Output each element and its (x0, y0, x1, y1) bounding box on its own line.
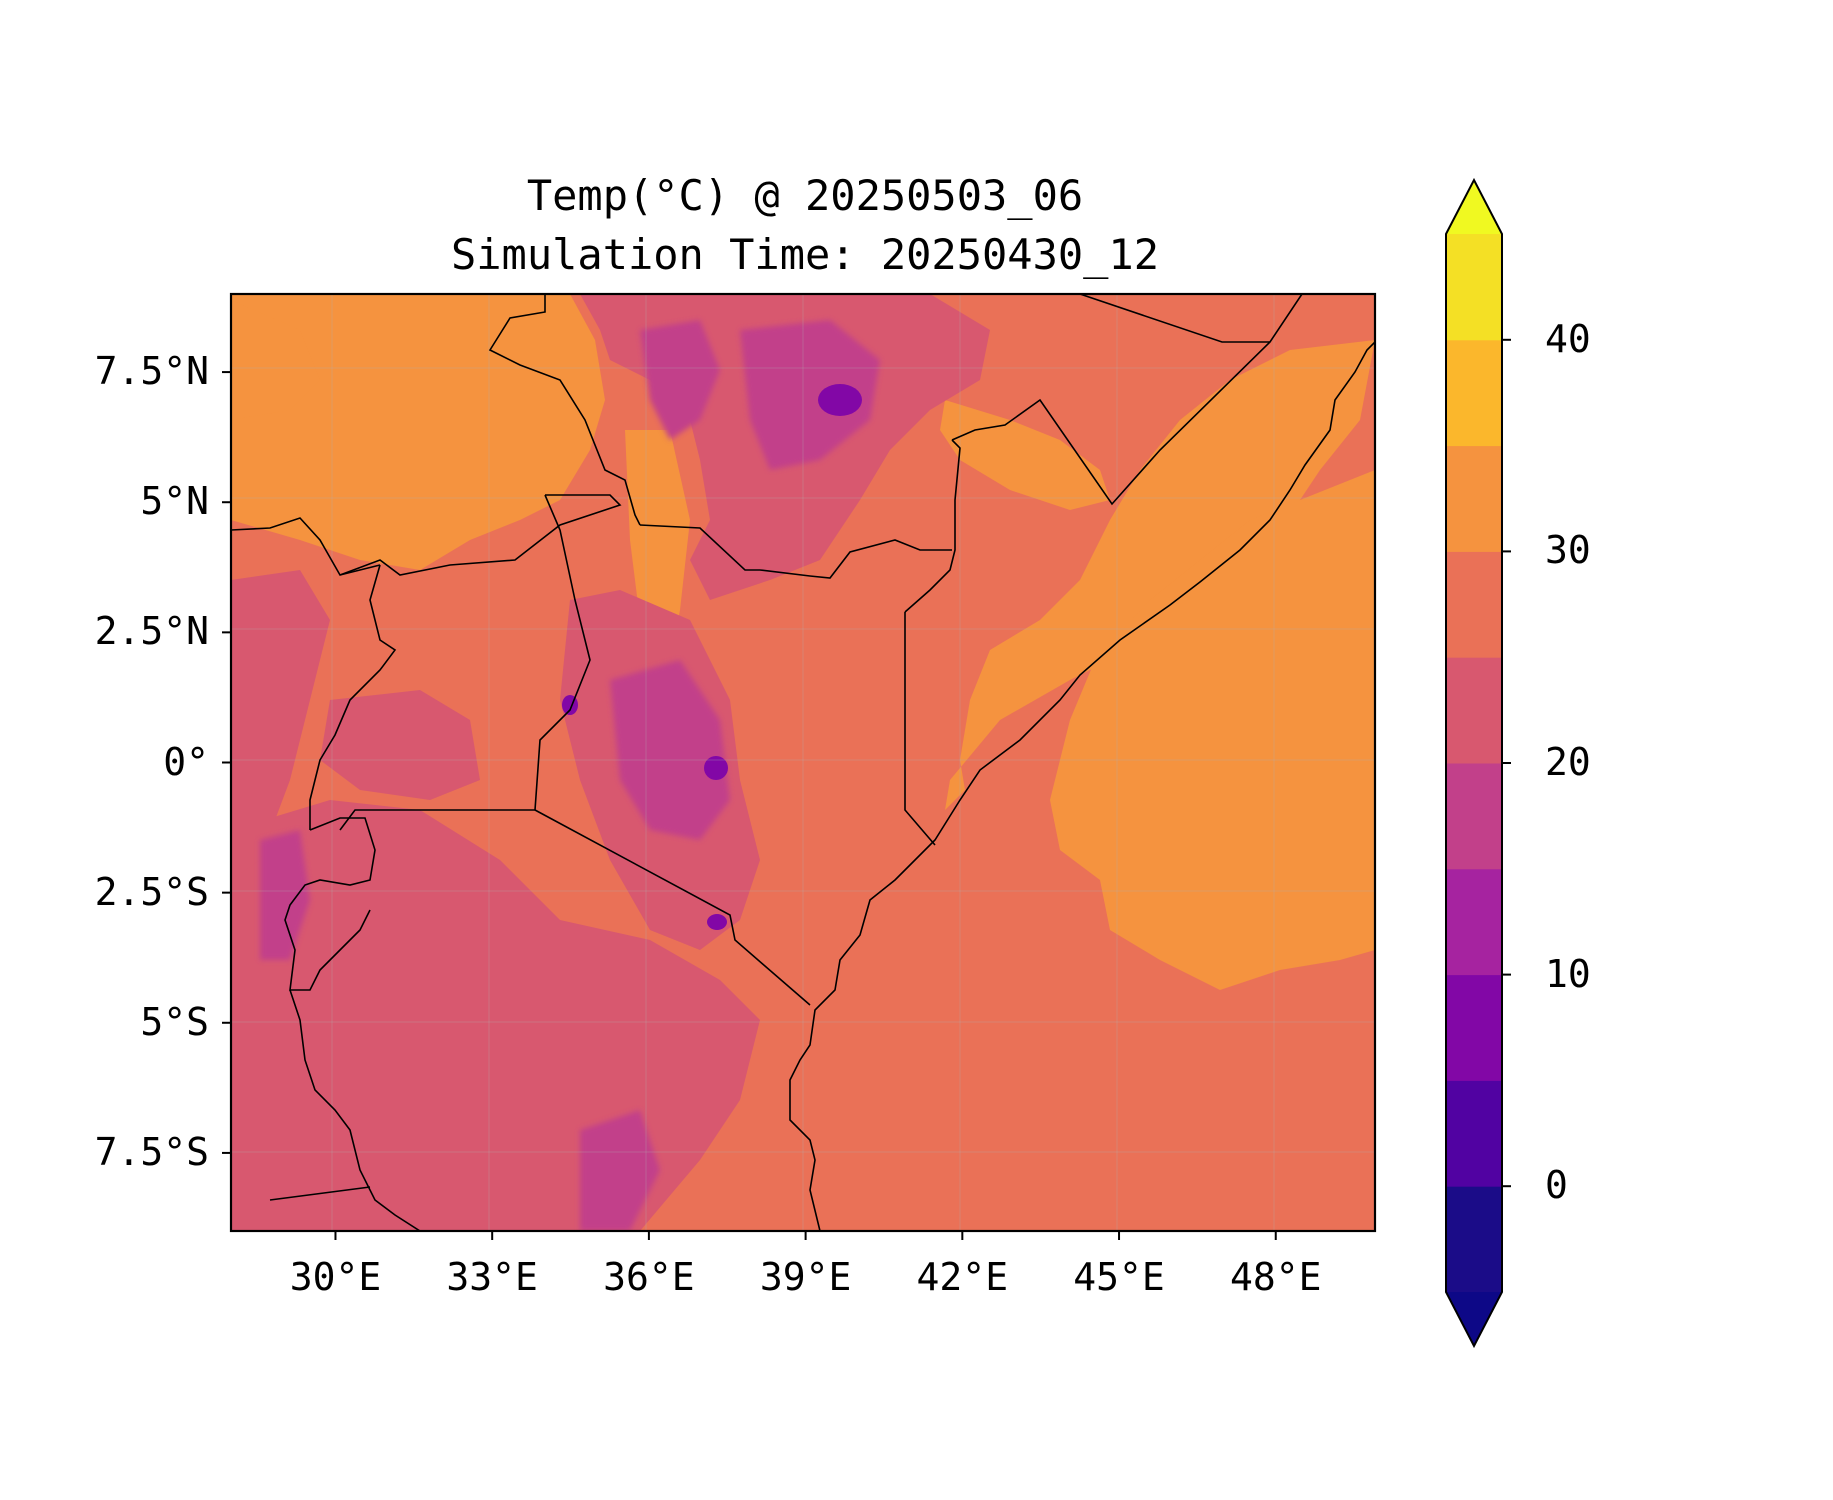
cold-region-tanzania-south (580, 1110, 660, 1231)
warm-region-indian-ocean (1050, 470, 1375, 990)
border-ethiopia-somaliland (1079, 294, 1270, 343)
cold-region-lake-region (260, 830, 310, 960)
x-tick-label: 33°E (446, 1255, 538, 1299)
border-ethiopia-somalia (951, 294, 1303, 506)
colorbar-tick-label: 20 (1545, 740, 1591, 784)
colorbar-segment (1446, 657, 1502, 764)
colorbar-segment (1446, 868, 1502, 976)
y-tick-label: 0° (163, 739, 209, 784)
warm-region-somalia-coast (945, 340, 1375, 810)
border-uganda-tanzania (339, 809, 535, 831)
y-tick-label: 5°N (140, 479, 209, 524)
colorbar-under-arrow (1446, 1292, 1502, 1346)
y-tick-label: 2.5°N (94, 609, 209, 654)
border-rwanda-burundi (284, 817, 376, 991)
coastline-east-africa (789, 341, 1375, 1231)
border-kenya-tanzania (534, 809, 811, 1006)
colorbar-segment (1446, 763, 1502, 870)
border-kenya-ethiopia (639, 524, 952, 579)
cold-region-kenya-core (610, 660, 730, 840)
colorbar-segment (1446, 551, 1502, 658)
cold-spot-mount-kenya (704, 756, 728, 780)
colorbar-segment (1446, 1080, 1502, 1187)
colorbar-tick-label: 10 (1545, 951, 1591, 996)
warm-region-south-sudan (231, 294, 605, 570)
cold-region-ethiopia-ridge (640, 320, 720, 440)
border-uganda-drc (309, 564, 397, 830)
x-tick-label: 48°E (1229, 1255, 1322, 1299)
colorbar-segment (1446, 234, 1502, 341)
border-kenya-somalia (904, 439, 961, 613)
x-tick-label: 30°E (289, 1255, 382, 1299)
border-south-sudan-drc (231, 517, 381, 576)
y-tick-label: 5°S (140, 999, 209, 1044)
y-axis-ticks (222, 371, 231, 1154)
border-kenya-somalia-south (904, 612, 936, 846)
chart-title-line-2: Simulation Time: 20250430_12 (450, 230, 1159, 279)
colorbar-tick-label: 0 (1545, 1163, 1568, 1208)
colorbar-segment (1446, 1186, 1502, 1293)
colorbar-tick-label: 40 (1545, 316, 1591, 361)
colorbar-over-arrow (1446, 180, 1502, 234)
x-tick-label: 42°E (916, 1255, 1009, 1299)
temperature-field (231, 294, 1375, 1231)
warm-region-northwest-patch (231, 300, 320, 420)
colorbar-segment (1446, 445, 1502, 552)
cold-spot-mount-kilimanjaro (707, 914, 727, 930)
y-tick-label: 2.5°S (94, 869, 209, 914)
colorbar-segment (1446, 339, 1502, 447)
border-tanzania-zambia (269, 1186, 371, 1201)
warm-region-ethiopia-east (940, 400, 1110, 510)
cool-region-uganda-west (320, 690, 480, 800)
border-uganda-south-sudan (339, 494, 622, 576)
x-tick-label: 45°E (1073, 1255, 1165, 1299)
gridlines (231, 294, 1375, 1231)
x-axis-ticks (334, 1231, 1277, 1240)
cool-region-western-rift (231, 570, 330, 880)
border-tanzania-drc (289, 989, 421, 1231)
colorbar-outline (1445, 177, 1503, 1349)
chart-title-line-1: Temp(°C) @ 20250503_06 (526, 171, 1084, 220)
colorbar (1445, 177, 1511, 1349)
cold-region-ethiopia-core (740, 320, 880, 470)
colorbar-segment (1446, 974, 1502, 1081)
border-south-sudan-ethiopia (488, 294, 641, 526)
cold-spot-ethiopia-peak (818, 384, 862, 416)
borders-coastlines (231, 294, 1375, 1231)
border-kenya-uganda (534, 494, 591, 811)
x-tick-label: 36°E (603, 1255, 695, 1299)
x-tick-label: 39°E (759, 1255, 852, 1299)
colorbar-tick-label: 30 (1545, 528, 1591, 573)
y-tick-label: 7.5°N (94, 349, 209, 394)
y-tick-label: 7.5°S (94, 1129, 209, 1174)
